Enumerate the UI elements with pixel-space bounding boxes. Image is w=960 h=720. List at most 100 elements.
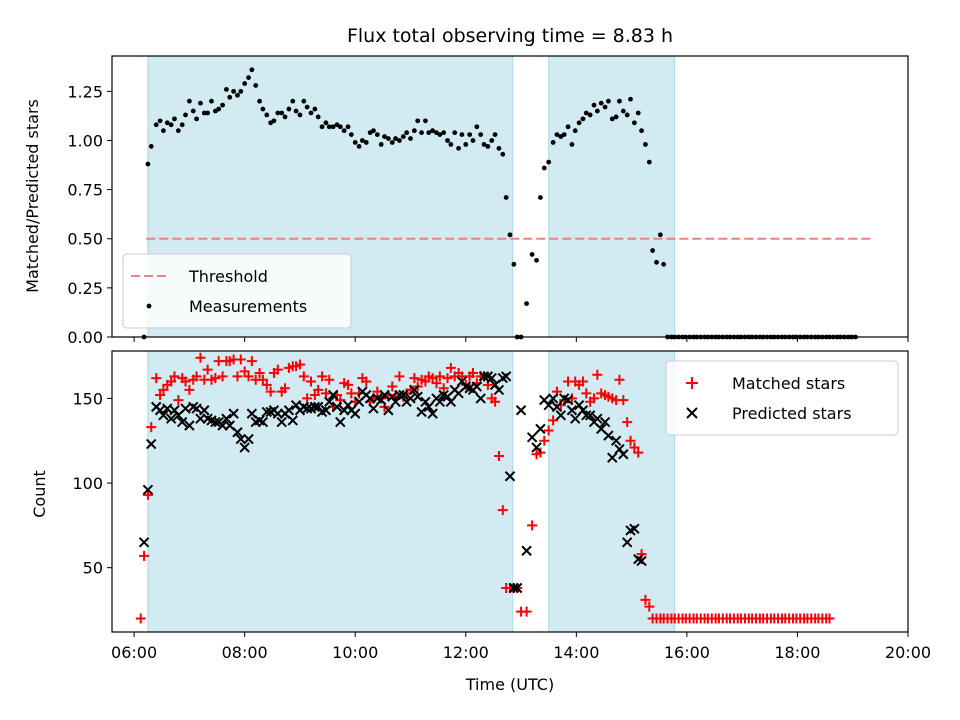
- data-point: [400, 134, 406, 139]
- data-point: [420, 396, 431, 407]
- data-point: [280, 383, 291, 394]
- data-point: [654, 259, 659, 265]
- data-point: [598, 100, 604, 106]
- data-point: [275, 110, 281, 116]
- legend-x-swatch: [686, 407, 698, 419]
- data-point: [210, 373, 221, 384]
- y-tick-label: 50: [83, 559, 103, 578]
- data-point: [618, 395, 629, 406]
- data-point: [624, 112, 630, 118]
- data-point: [618, 449, 629, 460]
- data-point: [551, 401, 563, 413]
- data-point: [153, 122, 159, 128]
- data-point: [243, 433, 254, 445]
- data-point: [635, 110, 641, 116]
- data-point: [378, 142, 384, 147]
- data-point: [164, 120, 170, 126]
- data-point: [330, 124, 336, 130]
- data-point: [526, 432, 538, 443]
- y-axis-label-top: Matched/Predicted stars: [23, 99, 42, 293]
- data-point: [201, 110, 207, 116]
- data-point: [546, 159, 552, 165]
- data-point: [434, 396, 446, 407]
- count-panel: 50 100 150 06:00 08:00 10:00 12:00 14:00 16:00 18…: [72, 350, 931, 662]
- data-point: [427, 408, 438, 419]
- data-point: [442, 373, 453, 384]
- data-point: [265, 386, 276, 397]
- data-point: [161, 128, 166, 134]
- data-point: [489, 138, 495, 143]
- data-point: [631, 120, 637, 126]
- data-point: [456, 145, 461, 151]
- observing-window: [548, 55, 676, 338]
- data-point: [323, 120, 329, 126]
- x-tick-label: 06:00: [111, 643, 157, 662]
- data-point: [232, 427, 243, 438]
- data-point: [529, 252, 535, 257]
- data-point: [475, 393, 486, 404]
- legend: Matched stars Predicted stars: [665, 360, 899, 436]
- data-point: [646, 159, 652, 165]
- data-point: [569, 142, 575, 147]
- data-point: [467, 368, 478, 379]
- data-point: [389, 140, 395, 145]
- data-point: [146, 422, 157, 433]
- data-point: [312, 106, 318, 112]
- data-point: [158, 410, 169, 421]
- data-point: [481, 142, 487, 147]
- data-point: [306, 376, 316, 387]
- data-point: [279, 110, 285, 116]
- data-point: [589, 393, 600, 404]
- data-point: [602, 104, 608, 110]
- data-point: [437, 132, 443, 138]
- data-point: [547, 393, 559, 404]
- y-axis-label-bottom: Count: [30, 470, 49, 518]
- data-point: [148, 143, 154, 149]
- data-point: [320, 405, 332, 416]
- data-point: [309, 390, 320, 401]
- x-tick-label: 08:00: [222, 643, 268, 662]
- data-point: [283, 405, 295, 416]
- data-point: [404, 130, 410, 136]
- data-point: [246, 75, 251, 81]
- data-point: [235, 354, 246, 365]
- data-point: [199, 405, 210, 416]
- data-point: [445, 362, 456, 373]
- data-point: [166, 376, 177, 387]
- data-point: [555, 410, 567, 421]
- data-point: [368, 403, 379, 414]
- data-point: [636, 549, 647, 560]
- data-point: [220, 102, 225, 108]
- data-point: [343, 379, 354, 390]
- data-point: [209, 98, 214, 104]
- data-point: [397, 138, 402, 143]
- data-point: [603, 430, 614, 441]
- data-point: [496, 145, 502, 151]
- data-point: [628, 96, 633, 102]
- y-tick-label: 0.50: [67, 230, 103, 249]
- data-point: [412, 391, 423, 402]
- data-point: [620, 108, 626, 114]
- data-point: [217, 371, 228, 382]
- data-point: [478, 132, 484, 138]
- data-point: [591, 102, 597, 108]
- data-point: [508, 582, 520, 594]
- data-point: [190, 108, 196, 114]
- data-point: [224, 87, 229, 92]
- data-point: [304, 104, 310, 110]
- legend-label: Threshold: [188, 267, 268, 286]
- data-point: [297, 112, 303, 118]
- data-point: [587, 112, 593, 118]
- data-point: [594, 108, 600, 114]
- legend-dot-swatch: [146, 303, 152, 309]
- data-point: [622, 417, 633, 428]
- data-point: [257, 416, 269, 428]
- data-point: [643, 142, 648, 147]
- x-tick-label: 20:00: [885, 643, 931, 662]
- data-point: [205, 110, 211, 116]
- data-point: [282, 114, 288, 120]
- data-point: [409, 384, 420, 396]
- legend: Threshold Measurements: [122, 253, 352, 329]
- data-point: [145, 161, 151, 167]
- data-point: [640, 594, 651, 605]
